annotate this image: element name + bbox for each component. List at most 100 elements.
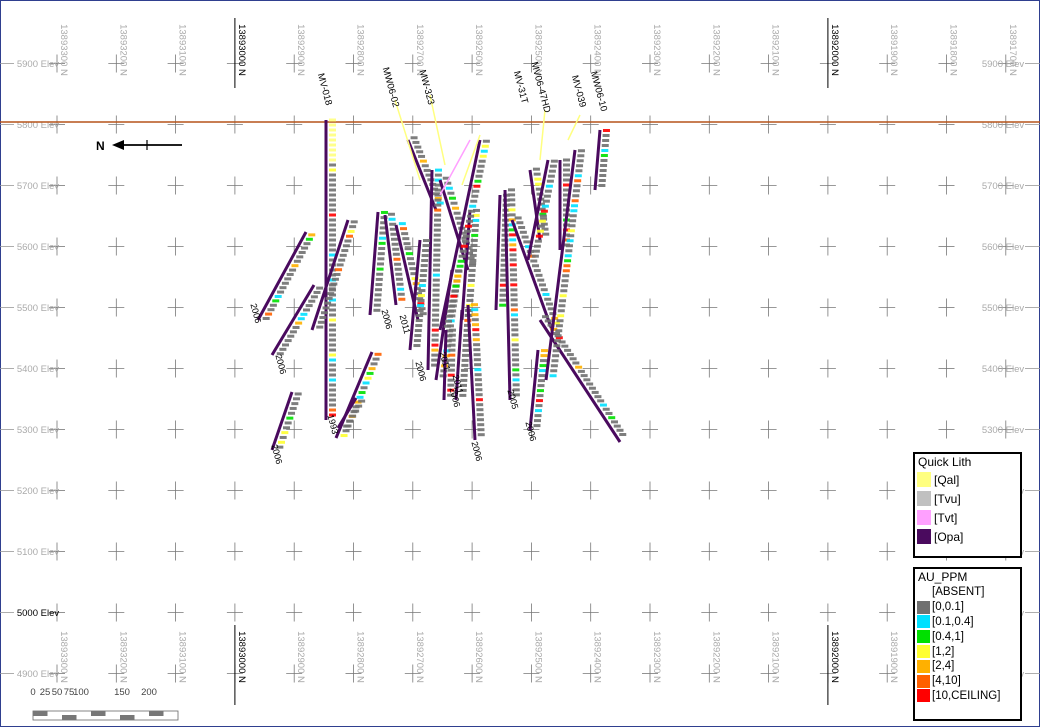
- assay-interval: [433, 289, 440, 292]
- assay-interval: [515, 216, 522, 219]
- assay-interval: [481, 150, 488, 153]
- assay-interval: [565, 254, 572, 257]
- assay-interval: [329, 374, 336, 377]
- assay-interval: [562, 279, 569, 282]
- assay-interval: [600, 164, 607, 167]
- assay-interval: [433, 254, 440, 257]
- assay-interval: [343, 425, 350, 428]
- assay-interval: [433, 264, 440, 267]
- elevation-label-right: 5500 Elev: [982, 303, 1025, 314]
- assay-interval: [462, 359, 469, 362]
- northing-label: 13892200 N: [710, 24, 721, 76]
- assay-interval: [578, 149, 585, 152]
- drill-hole: [530, 349, 548, 430]
- assay-interval: [432, 294, 439, 297]
- au-legend-label: [ABSENT]: [932, 586, 984, 598]
- assay-interval: [602, 139, 609, 142]
- assay-interval: [355, 405, 362, 408]
- assay-interval: [452, 207, 459, 210]
- assay-interval: [557, 314, 564, 317]
- assay-interval: [512, 363, 519, 366]
- assay-interval: [471, 195, 478, 198]
- au-legend-swatch: [917, 660, 930, 673]
- assay-interval: [567, 234, 574, 237]
- assay-interval: [511, 323, 518, 326]
- assay-interval: [476, 403, 483, 406]
- assay-interval: [543, 200, 550, 203]
- assay-interval: [541, 288, 548, 291]
- assay-interval: [375, 293, 382, 296]
- assay-interval: [564, 259, 571, 262]
- assay-interval: [477, 428, 484, 431]
- assay-interval: [449, 329, 456, 332]
- assay-interval: [418, 155, 425, 158]
- lith-legend-label: [Tvt]: [934, 511, 957, 525]
- assay-interval: [563, 169, 570, 172]
- assay-interval: [393, 253, 400, 256]
- drill-hole: [528, 160, 558, 260]
- assay-interval: [575, 366, 582, 369]
- assay-interval: [289, 269, 296, 272]
- assay-interval: [329, 194, 336, 197]
- assay-interval: [308, 300, 315, 303]
- assay-interval: [270, 304, 277, 307]
- assay-interval: [329, 129, 336, 132]
- assay-interval: [608, 416, 615, 419]
- assay-interval: [472, 313, 479, 316]
- assay-interval: [329, 159, 336, 162]
- assay-interval: [511, 303, 518, 306]
- assay-interval: [314, 291, 321, 294]
- northing-label: 13892200 N: [710, 631, 721, 683]
- assay-interval: [407, 257, 414, 260]
- assay-interval: [272, 299, 279, 302]
- lith-legend-item: [Tvt]: [915, 508, 1020, 527]
- assay-interval: [367, 372, 374, 375]
- assay-interval: [329, 359, 336, 362]
- assay-interval: [549, 170, 556, 173]
- assay-interval: [547, 180, 554, 183]
- assay-interval: [532, 255, 539, 258]
- assay-interval: [411, 136, 418, 139]
- assay-interval: [374, 304, 381, 307]
- au-legend-label: [10,CEILING]: [932, 690, 1000, 702]
- assay-interval: [449, 334, 456, 337]
- drill-hole: [512, 216, 560, 330]
- assay-interval: [326, 297, 333, 300]
- assay-interval: [391, 238, 398, 241]
- assay-interval: [337, 263, 344, 266]
- elevation-label-left: 5100 Elev: [17, 547, 60, 558]
- assay-interval: [614, 425, 621, 428]
- scale-bar-segment: [62, 715, 77, 720]
- northing-label: 13892700 N: [414, 631, 425, 683]
- assay-interval: [279, 348, 286, 351]
- assay-interval: [510, 273, 517, 276]
- assay-interval: [454, 275, 461, 278]
- drill-year-label: 2006: [413, 360, 428, 382]
- assay-interval: [568, 224, 575, 227]
- assay-interval: [452, 285, 459, 288]
- assay-interval: [324, 302, 331, 305]
- assay-interval: [508, 193, 515, 196]
- assay-interval: [329, 219, 336, 222]
- assay-interval: [378, 252, 385, 255]
- assay-interval: [446, 187, 453, 190]
- assay-interval: [477, 423, 484, 426]
- assay-interval: [290, 407, 297, 410]
- assay-interval: [422, 254, 429, 257]
- au-legend-item: [2,4]: [915, 659, 1020, 674]
- lith-legend-swatch: [917, 491, 931, 506]
- assay-interval: [559, 299, 566, 302]
- assay-interval: [534, 419, 541, 422]
- assay-interval: [379, 242, 386, 245]
- drill-year-label: 2005: [505, 388, 520, 410]
- assay-interval: [510, 278, 517, 281]
- assay-interval: [469, 269, 476, 272]
- assay-interval: [573, 189, 580, 192]
- northing-label: 13891800 N: [948, 24, 959, 76]
- assay-interval: [534, 173, 541, 176]
- assay-interval: [508, 208, 515, 211]
- assay-interval: [534, 269, 541, 272]
- assay-interval: [329, 204, 336, 207]
- assay-interval: [565, 249, 572, 252]
